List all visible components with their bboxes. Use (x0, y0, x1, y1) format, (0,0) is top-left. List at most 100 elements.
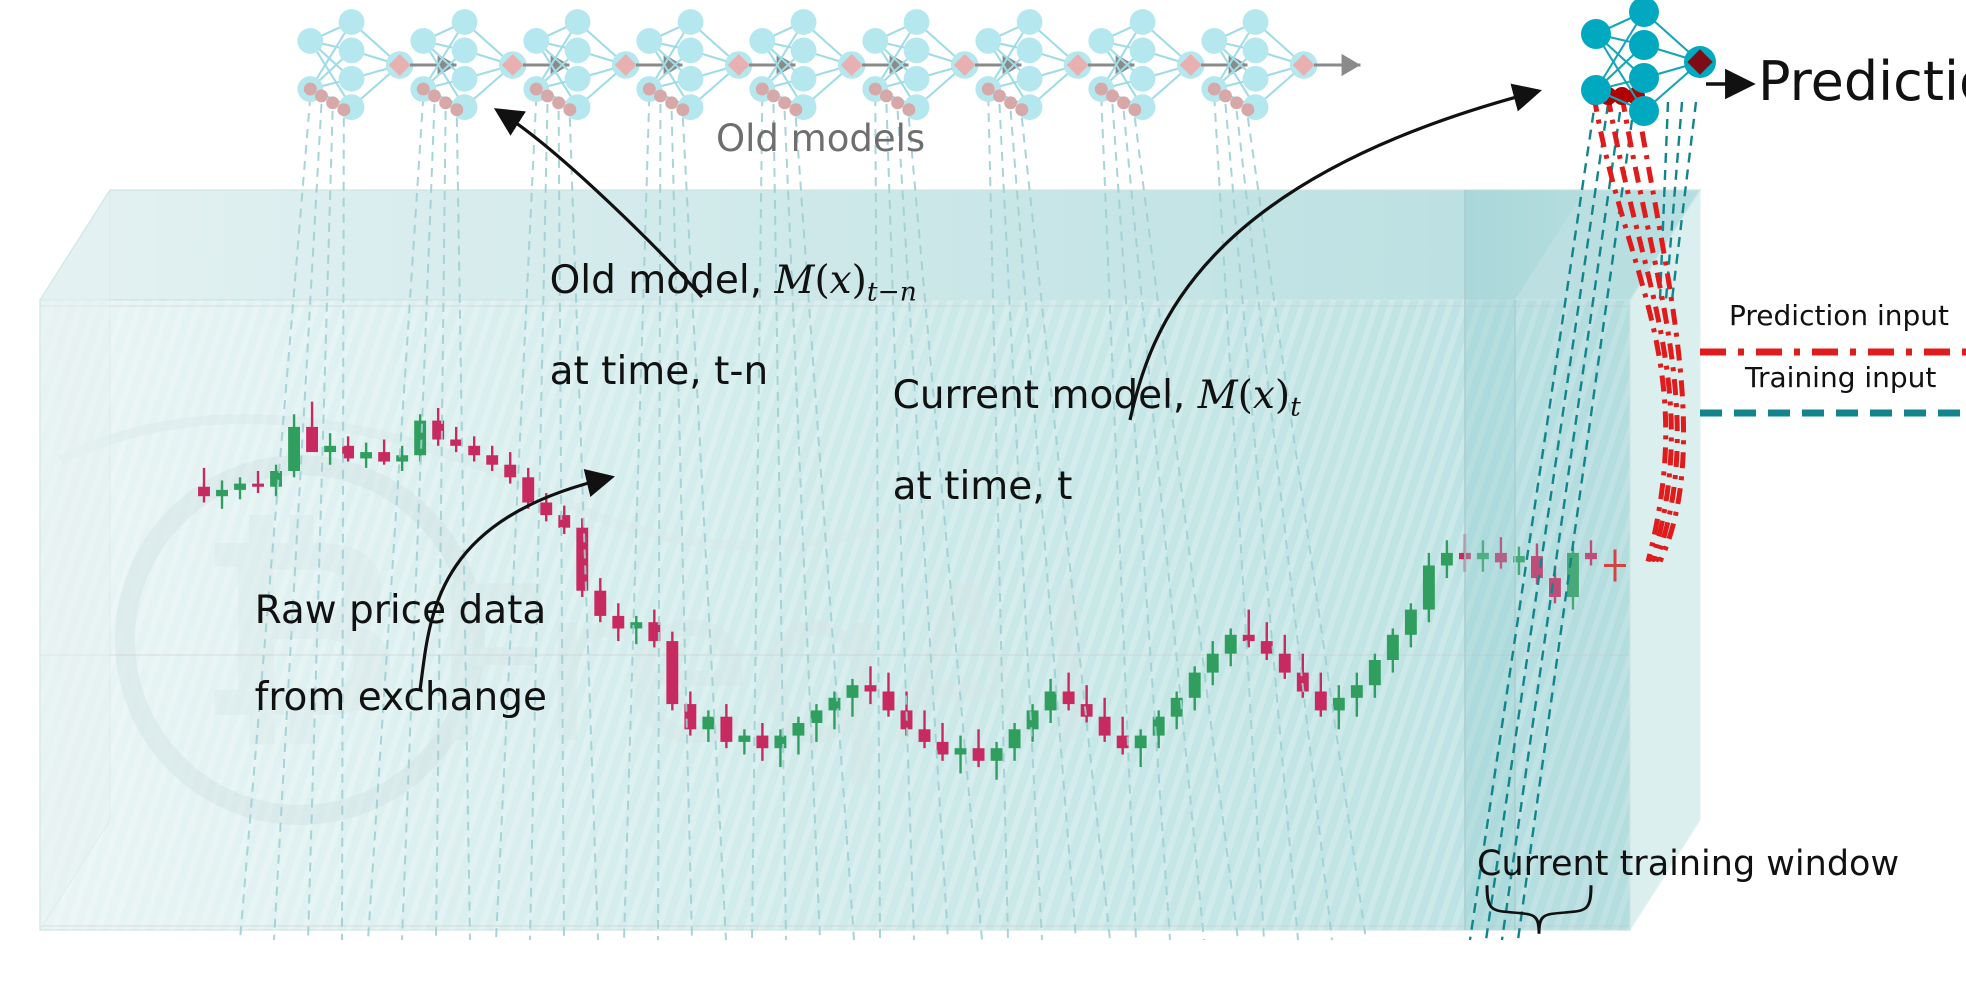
raw-price-line2: from exchange (254, 675, 547, 721)
watermark-freqai: ₿ FreqAI (57, 414, 1101, 825)
net-node (1016, 65, 1043, 92)
training-input-line (307, 110, 334, 941)
model-network (749, 9, 909, 121)
net-node (1129, 65, 1156, 92)
net-edge (535, 40, 579, 108)
old-model-text-prefix: Old model, (549, 257, 775, 303)
candle-body (324, 445, 337, 453)
candle-body (738, 735, 751, 742)
candle-body (1080, 704, 1093, 717)
candle-body (1494, 552, 1507, 563)
net-input-dot (767, 89, 780, 103)
net-node (790, 9, 817, 35)
candle-body (630, 622, 643, 629)
candle-body (648, 622, 661, 642)
net-input-dot (665, 96, 679, 110)
current-model-callout: Current model, M(x)t at time, t (843, 330, 1301, 553)
net-node (1016, 37, 1043, 64)
bitcoin-glyph: ₿ (198, 483, 402, 774)
training-input-line (1235, 110, 1333, 941)
net-node (564, 65, 591, 92)
net-input-dot (1106, 89, 1119, 103)
candle-body (252, 483, 264, 487)
net-input-dot (789, 103, 803, 117)
net-input-dot (337, 103, 351, 117)
candle-body (1278, 653, 1291, 673)
net-input-dot (755, 82, 769, 96)
training-input-line (874, 97, 881, 941)
training-input-line (367, 97, 425, 941)
watermark-swoosh (57, 414, 984, 551)
net-edge (987, 21, 1031, 90)
raw-price-line1: Raw price data (254, 587, 547, 633)
candle-body (486, 455, 499, 465)
candle-body (1386, 634, 1399, 660)
net-input-dot (642, 82, 656, 96)
net-input-dot (428, 89, 441, 103)
candle-body (576, 527, 589, 591)
net-input-dot (439, 96, 453, 110)
net-edge (648, 40, 692, 108)
model-network (1088, 9, 1248, 121)
net-input-dot (529, 82, 543, 96)
legend-label-training-input: Training input (1745, 361, 1937, 394)
net-input-dot (563, 103, 577, 117)
net-node (790, 65, 817, 92)
net-node (1016, 9, 1043, 35)
candle-body (468, 445, 481, 456)
candle-body (810, 710, 823, 723)
net-edge (1100, 21, 1144, 90)
current-training-input-line (1516, 119, 1634, 941)
net-edge (874, 40, 918, 108)
training-input-line (239, 96, 312, 941)
current-model-math-m: M (1197, 372, 1238, 418)
training-input-line (401, 103, 436, 941)
candle-body (1476, 552, 1489, 560)
candle-body (342, 445, 355, 459)
net-input-dot (450, 103, 464, 117)
net-node (1629, 63, 1659, 93)
model-transfer-arrowhead (1341, 53, 1361, 77)
candlestick-series (198, 401, 1626, 780)
candle-body (1026, 710, 1039, 730)
net-input-dot (416, 82, 430, 96)
net-edge (987, 40, 1031, 108)
net-edge (648, 21, 692, 90)
net-node (451, 65, 478, 92)
net-node (1242, 9, 1269, 35)
net-input-dot (552, 96, 566, 110)
net-input-dot (1219, 89, 1232, 103)
net-node (1129, 37, 1156, 64)
net-input-dot (1094, 82, 1108, 96)
candle-body (774, 735, 787, 749)
net-input-dot (778, 96, 792, 110)
net-node (636, 28, 663, 54)
candle-body (1188, 672, 1201, 698)
net-input-dot (1015, 103, 1029, 117)
net-node (677, 65, 704, 92)
candle-body (828, 697, 841, 711)
candle-body (540, 502, 553, 516)
net-edge (874, 21, 918, 90)
net-node (862, 28, 889, 54)
candle-body (1152, 716, 1165, 736)
current-training-window-label: Current training window (1477, 844, 1900, 884)
net-node (338, 65, 365, 92)
prediction-input-line (1591, 95, 1669, 563)
prediction-label: Prediction (1758, 50, 1966, 113)
candle-body (990, 748, 1003, 761)
candle-body (288, 426, 301, 471)
net-edge (1213, 21, 1257, 90)
net-input-dot (868, 82, 882, 96)
candle-body (360, 452, 373, 459)
candle-body (432, 420, 445, 440)
current-model-text-prefix: Current model, (892, 372, 1198, 418)
candle-body (1332, 697, 1345, 711)
candle-body (1512, 556, 1525, 563)
watermark-text: FreqAI (430, 540, 1101, 791)
prism-left-face (39, 188, 111, 932)
candle-body (612, 615, 625, 629)
old-model-callout: Old model, M(x)t−n at time, t-n (500, 215, 917, 438)
net-input-dot (1241, 103, 1255, 117)
